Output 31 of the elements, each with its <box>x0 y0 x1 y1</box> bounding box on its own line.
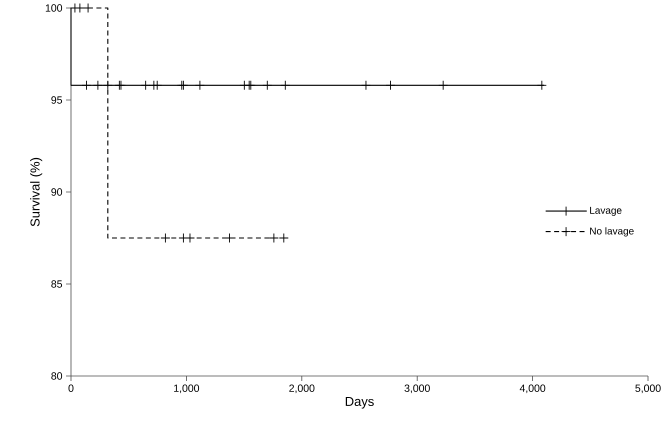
y-tick-label: 85 <box>51 280 62 288</box>
y-axis-title: Survival (%) <box>30 158 42 226</box>
point <box>268 233 279 243</box>
point <box>361 80 371 90</box>
point <box>280 80 290 90</box>
point <box>536 80 547 90</box>
point <box>140 80 151 90</box>
x-tick-label: 2,000 <box>289 384 314 394</box>
point <box>82 80 92 90</box>
point <box>386 80 396 90</box>
legend-label: Lavage <box>590 206 622 216</box>
y-tick-label: 80 <box>51 372 62 380</box>
x-tick-label: 1,000 <box>174 384 200 394</box>
x-axis-title: Days <box>346 397 374 409</box>
point <box>160 233 170 243</box>
point <box>278 233 289 243</box>
y-tick-label: 95 <box>51 96 62 104</box>
point <box>152 80 162 90</box>
point <box>438 80 448 90</box>
point <box>92 80 103 90</box>
x-tick-label: 3,000 <box>404 384 430 394</box>
x-tick-label: 0 <box>68 384 74 392</box>
legend-label: No lavage <box>590 227 634 237</box>
y-tick-label: 100 <box>46 4 62 12</box>
point <box>262 80 272 90</box>
point <box>194 80 205 90</box>
x-tick-label: 5,000 <box>635 384 661 394</box>
x-tick-label: 4,000 <box>520 384 546 394</box>
point <box>83 3 94 13</box>
point <box>102 80 113 90</box>
y-tick-label: 90 <box>51 188 62 196</box>
